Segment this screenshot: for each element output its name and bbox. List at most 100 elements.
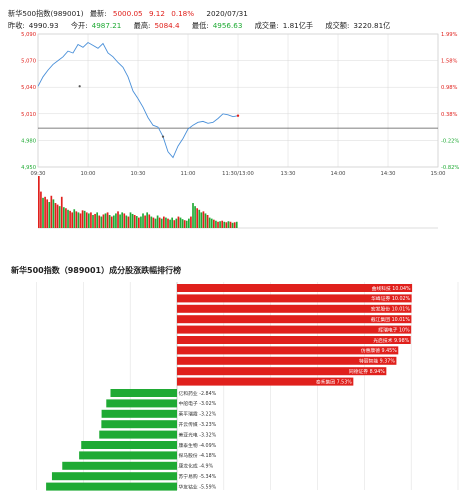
volume-bar (229, 221, 232, 228)
time-x-tick-label: 09:30 (31, 171, 46, 177)
loser-bar (81, 441, 177, 449)
volume-bar (58, 206, 61, 228)
gainer-bar (177, 356, 397, 365)
volume-bar (56, 204, 59, 228)
loser-bar (99, 430, 177, 439)
volume-value: 1.81亿手 (282, 21, 314, 30)
volume-bar (110, 216, 113, 228)
volume-bar (206, 215, 209, 228)
volume-bar (117, 211, 119, 228)
volume-bar (202, 211, 205, 228)
volume-bar (175, 218, 178, 228)
latest-label: 最新: (89, 9, 107, 18)
quote-date: 2020/07/31 (206, 9, 248, 18)
volume-bar (44, 196, 46, 228)
index-price-line (37, 41, 239, 159)
price-y-tick-label: 5,070 (21, 59, 36, 65)
volume-bar (48, 202, 51, 228)
volume-bar (135, 216, 138, 228)
pct-y-tick-label: 0.38% (441, 112, 458, 118)
gainer-bar-label: 仿惠康德 9.45% (361, 347, 397, 354)
volume-bar (196, 208, 199, 228)
gainer-bar-label: 曲线科技 10.04% (372, 285, 411, 292)
low-label: 最低: (191, 21, 209, 30)
volume-bar (200, 212, 203, 228)
volume-bar (108, 215, 111, 228)
volume-bar (40, 191, 42, 228)
volume-bar (71, 212, 74, 228)
loser-bar (101, 420, 177, 429)
volume-bar (213, 219, 215, 228)
high-label: 最高: (133, 21, 151, 30)
volume-bar (77, 212, 80, 228)
last-price-marker (236, 114, 240, 117)
volume-bar (221, 220, 224, 228)
ranking-title: 新华500指数（989001）成分股涨跌幅排行榜 (11, 266, 182, 275)
time-x-tick-label: 14:30 (381, 171, 396, 177)
gainer-bar (177, 367, 387, 376)
volume-bar (102, 214, 105, 228)
volume-bar (217, 221, 219, 228)
volume-bar (233, 222, 236, 228)
loser-bar-label: 开云传媒 -3.23% (179, 421, 217, 428)
volume-bar (215, 220, 217, 228)
loser-bar (51, 472, 177, 481)
loser-bar-label: 康龙化成 -4.9% (179, 463, 214, 470)
loser-bar-label: 苏宁易购 -5.34% (179, 473, 217, 480)
high-value: 5084.4 (154, 21, 180, 30)
gainer-bar-label: 辉瑞电子 10% (378, 326, 410, 333)
volume-bar (152, 217, 155, 228)
volume-bar (79, 213, 82, 228)
volume-bar (127, 216, 130, 228)
volume-bar (204, 213, 207, 228)
volume-bar (192, 203, 194, 228)
open-value: 4987.21 (91, 21, 122, 30)
volume-bar (96, 212, 99, 228)
volume-bar (158, 217, 161, 228)
quote-header-line1: 新华500指数(989001) 最新: 5000.05 9.12 0.18% 2… (8, 9, 252, 19)
volume-bar (167, 218, 169, 228)
volume-bar (231, 222, 234, 228)
volume-label: 成交量: (254, 21, 279, 30)
volume-bar (94, 213, 96, 228)
change-pct: 0.18% (171, 9, 195, 18)
gainer-bar-label: 同德证券 8.94% (349, 368, 385, 375)
price-y-tick-label: 4,950 (21, 165, 36, 171)
volume-bar (133, 215, 136, 228)
volume-bar (121, 212, 124, 228)
gainer-bar (177, 336, 411, 344)
loser-bar-label: 美亚光电 -3.32% (179, 431, 217, 438)
volume-bar (183, 220, 186, 228)
price-y-tick-label: 5,040 (21, 85, 36, 91)
price-y-tick-label: 4,980 (21, 138, 36, 144)
gainer-bar (177, 346, 399, 355)
volume-bar (123, 213, 126, 228)
loser-bar (110, 389, 177, 397)
loser-bar-label: 康泰生物 -4.09% (179, 442, 217, 449)
volume-bar (125, 215, 128, 228)
gainer-bar (177, 294, 412, 303)
pct-y-tick-label: 1.58% (441, 59, 458, 65)
price-y-tick-label: 5,010 (21, 112, 36, 118)
volume-bar (177, 216, 180, 228)
volume-bar (188, 218, 190, 228)
turnover-label: 成交额: (325, 21, 350, 30)
gainer-bar-label: 泰禾集团 7.53% (316, 378, 352, 385)
prev-close-label: 昨收: (8, 21, 25, 30)
volume-bar (179, 217, 182, 228)
volume-bar (223, 221, 226, 228)
price-y-tick-label: 5,090 (21, 32, 36, 38)
price-point-marker (161, 135, 165, 138)
loser-bar-label: 探马股份 -4.18% (179, 452, 217, 459)
loser-bar-label: 亿和药业 -2.84% (179, 390, 217, 397)
volume-bar (148, 214, 151, 228)
volume-bar (67, 209, 69, 228)
volume-bar (169, 219, 171, 228)
open-label: 今开: (70, 21, 88, 30)
gainer-bar (177, 304, 412, 313)
volume-bar (90, 212, 92, 228)
pct-y-tick-label: -0.82% (441, 165, 459, 171)
volume-bar (150, 216, 153, 228)
gainer-bar (177, 315, 412, 324)
